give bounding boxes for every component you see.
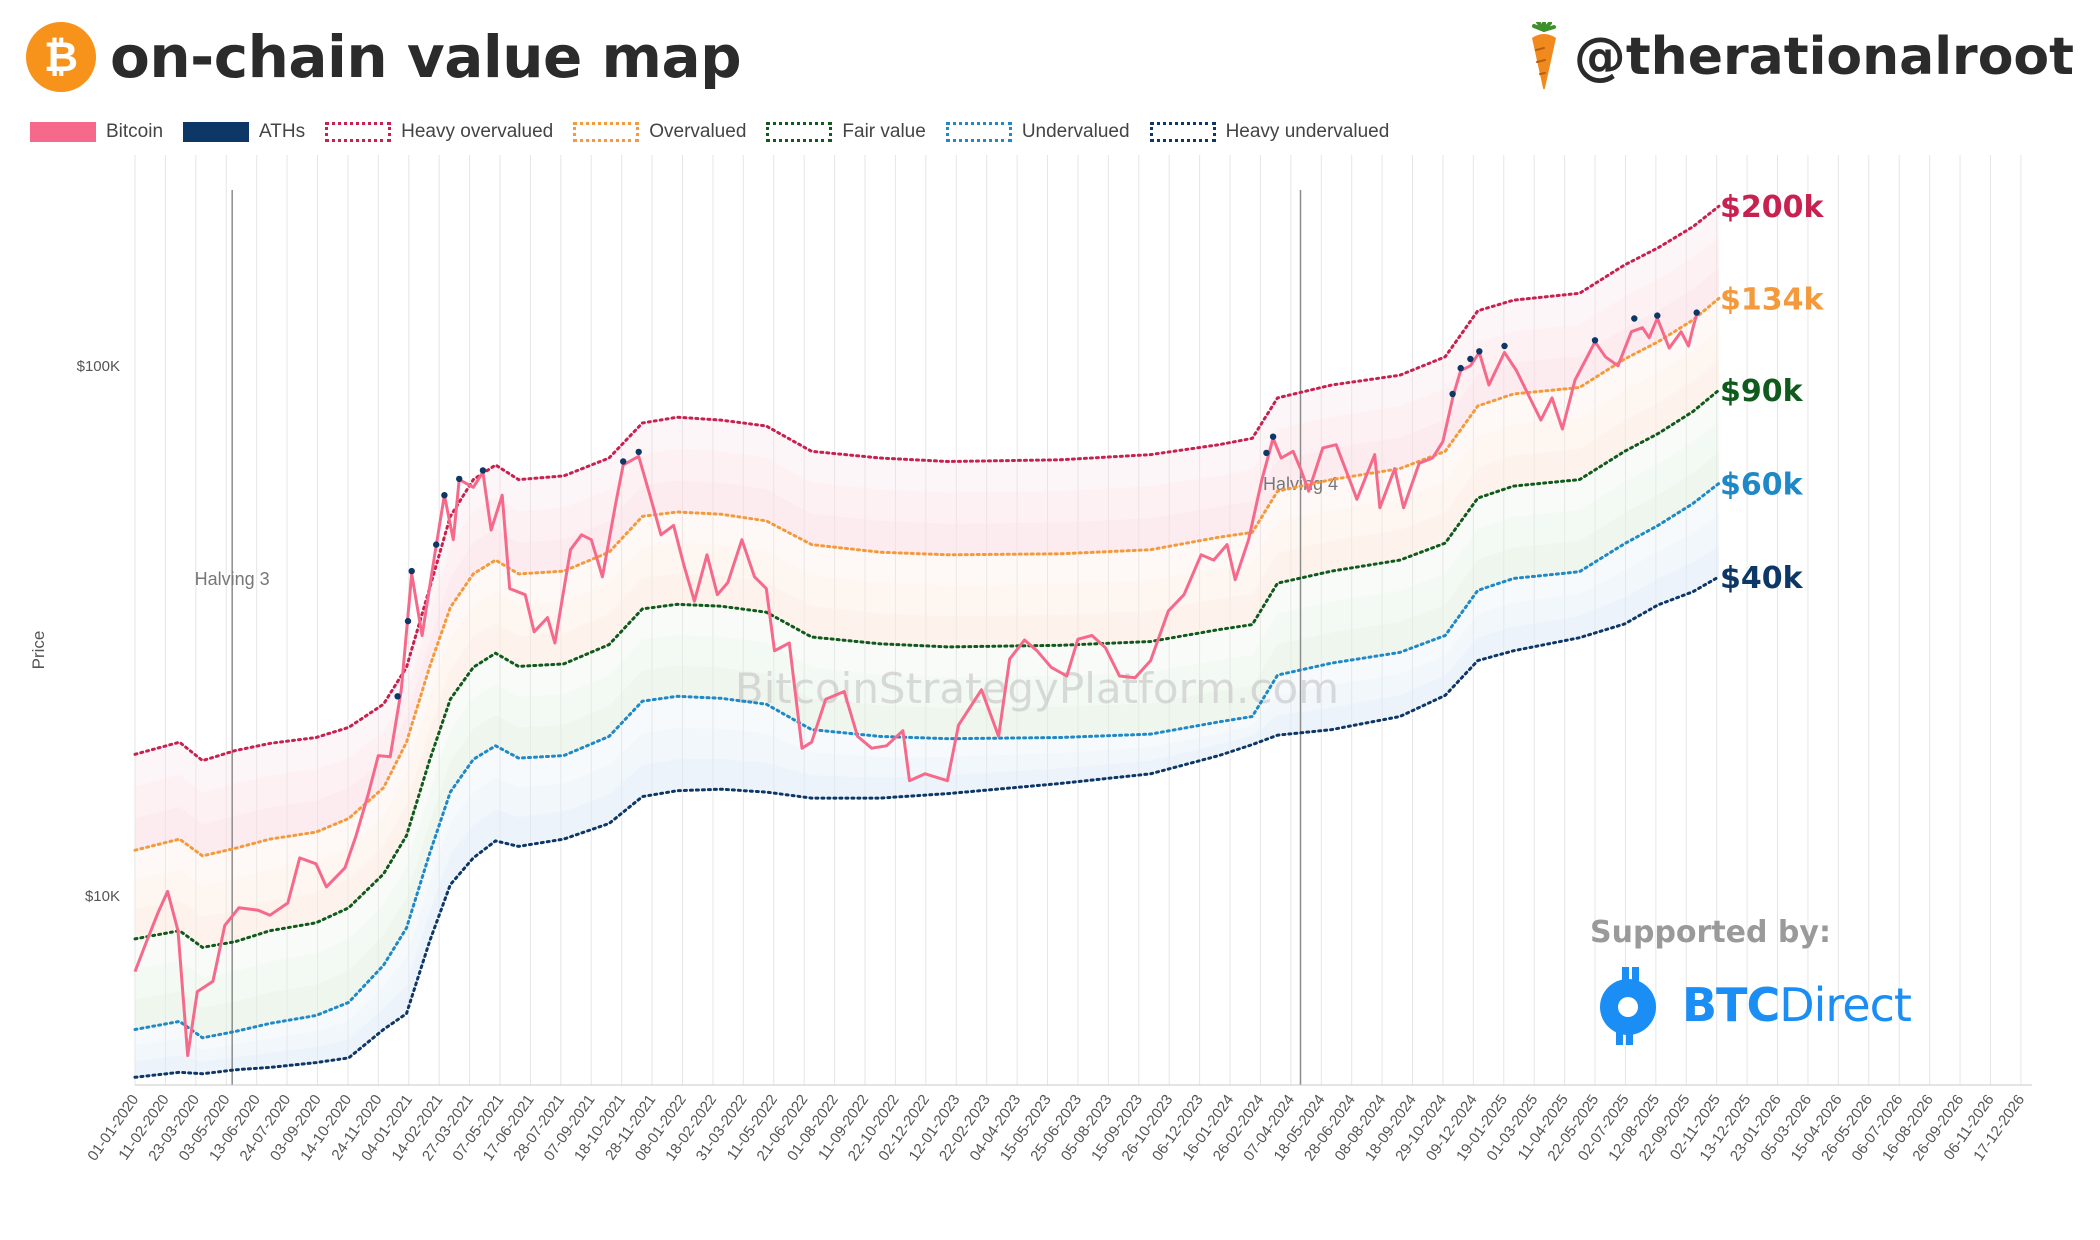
legend-swatch [183, 122, 250, 142]
halving-label: Halving 3 [195, 569, 270, 589]
ath-point [479, 467, 487, 474]
ath-point [1654, 312, 1661, 319]
band-value-label: $134k [1720, 282, 1824, 317]
ath-point [394, 693, 401, 700]
ath-point [1457, 364, 1464, 372]
band-fill-layer [135, 206, 1719, 1078]
ath-markers [394, 309, 1700, 700]
halving-label: Halving 4 [1263, 474, 1338, 494]
ath-point [408, 567, 415, 575]
legend-item-undervalued[interactable]: Undervalued [945, 121, 1130, 143]
ath-point [1693, 309, 1700, 316]
sponsor-label: Supported by: [1590, 915, 1831, 950]
legend-swatch [766, 122, 833, 142]
legend-label: Fair value [842, 121, 926, 142]
band-value-label: $90k [1720, 374, 1804, 409]
legend-swatch [1149, 122, 1216, 142]
band-line [133, 204, 1721, 763]
y-tick-label: $10K [85, 888, 120, 905]
band-line [133, 575, 1721, 1079]
author-handle[interactable]: @therationalroot [1524, 22, 2074, 92]
bitcoin-price-line [133, 313, 1699, 1058]
bitcoin-logo-icon: ₿ [26, 22, 96, 92]
legend-item-heavy-overvalued[interactable]: Heavy overvalued [325, 121, 553, 143]
legend-item-heavy-undervalued[interactable]: Heavy undervalued [1149, 121, 1390, 143]
series-lines [133, 204, 1721, 1079]
legend-label: Heavy undervalued [1225, 121, 1390, 142]
sponsor-logo[interactable]: BTCDirect [1596, 965, 1912, 1045]
y-axis-title: Price [29, 631, 48, 670]
ath-point [1263, 449, 1270, 457]
header: ₿ on-chain value map @therationalroot [0, 0, 2100, 115]
ath-point [441, 492, 448, 499]
svg-text:₿: ₿ [44, 32, 78, 81]
ath-point [1501, 342, 1508, 350]
legend-item-fair-value[interactable]: Fair value [766, 121, 926, 143]
legend-label: Heavy overvalued [401, 121, 554, 142]
ath-point [635, 448, 642, 456]
legend-swatch [945, 122, 1012, 142]
carrot-icon [1531, 22, 1556, 90]
legend-label: Bitcoin [106, 121, 164, 142]
ath-point [1269, 433, 1277, 440]
legend-swatch [573, 122, 640, 142]
sponsor-name: BTCDirect [1682, 978, 1912, 1032]
ath-point [433, 541, 440, 548]
legend-item-overvalued[interactable]: Overvalued [573, 121, 746, 143]
ath-point [1467, 355, 1474, 363]
legend-item-aths[interactable]: ATHs [183, 121, 305, 143]
band-line [133, 481, 1721, 1040]
legend-label: Undervalued [1021, 121, 1130, 142]
ath-point [404, 617, 412, 625]
band-value-label: $200k [1720, 190, 1824, 225]
legend-item-bitcoin[interactable]: Bitcoin [30, 121, 163, 143]
ath-point [1449, 390, 1456, 398]
band-value-labels: $200k $134k $90k $60k $40k [1720, 190, 1824, 596]
legend-swatch [325, 122, 392, 142]
watermark: BitcoinStrategyPlatform.com [735, 664, 1339, 713]
ath-point [620, 458, 627, 465]
ath-point [1476, 348, 1483, 355]
page-title: on-chain value map [110, 23, 742, 91]
sponsor-block: Supported by: BTCDirect [1590, 915, 2010, 1055]
y-tick-label: $100K [77, 358, 120, 375]
band-line [133, 296, 1721, 858]
legend-label: ATHs [259, 121, 306, 142]
ath-point [1591, 337, 1599, 344]
handle-text: @therationalroot [1573, 27, 2074, 87]
band-line [133, 388, 1721, 949]
legend-label: Overvalued [649, 121, 747, 142]
chart-legend: Bitcoin ATHs Heavy overvalued Overvalued… [30, 118, 1409, 146]
ath-point [456, 475, 463, 483]
legend-swatch [30, 122, 96, 142]
band-value-label: $40k [1720, 561, 1804, 596]
btcdirect-logo-icon [1600, 967, 1656, 1045]
band-value-label: $60k [1720, 467, 1804, 502]
ath-point [1631, 315, 1638, 322]
